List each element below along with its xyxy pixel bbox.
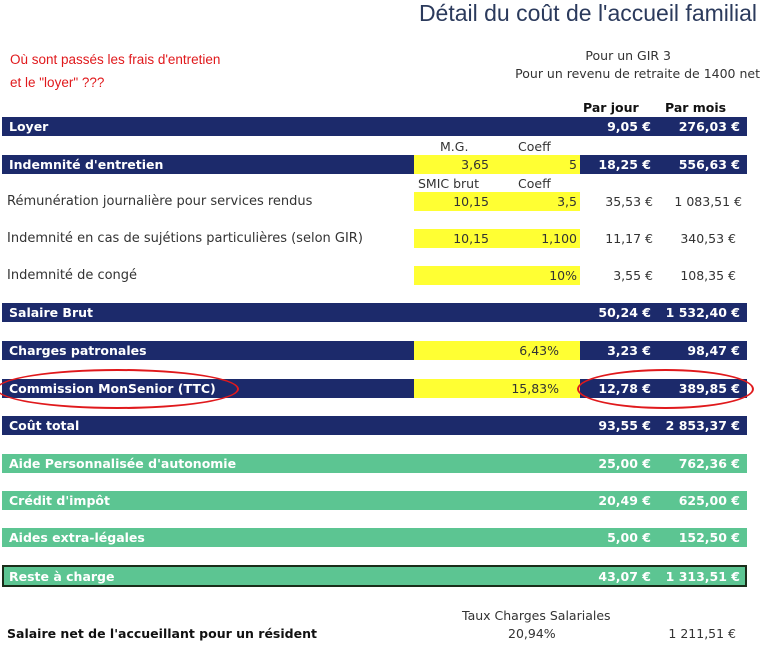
- rate-value: 6,43%: [519, 343, 559, 358]
- yellow-input-remuneration: [414, 192, 580, 211]
- value-per-day: 3,55 €: [613, 268, 653, 283]
- yellow-input-charges: [414, 341, 580, 360]
- value-per-day: 3,23 €: [607, 343, 651, 358]
- row-label: Loyer: [9, 119, 49, 134]
- coeff-value: 1,100: [541, 231, 577, 246]
- annotation-ellipse-commission-label: [0, 369, 239, 409]
- mg-label: M.G.: [440, 139, 469, 154]
- yellow-input-conge: [414, 266, 580, 285]
- page-title: Détail du coût de l'accueil familial: [418, 0, 757, 26]
- subtitle-gir: Pour un GIR 3: [585, 48, 671, 63]
- row-label-sujetions: Indemnité en cas de sujétions particuliè…: [7, 231, 363, 246]
- yellow-input-entretien: [414, 155, 580, 174]
- rate-value: 15,83%: [511, 381, 559, 396]
- header-per-day: Par jour: [583, 100, 639, 115]
- row-charges-patronales: Charges patronales 3,23 € 98,47 €: [2, 341, 747, 360]
- value-per-day: 25,00 €: [598, 456, 651, 471]
- annotation-line-1: Où sont passés les frais d'entretien: [10, 52, 221, 67]
- value-per-day: 18,25 €: [598, 157, 651, 172]
- smic-value: 10,15: [453, 194, 489, 209]
- value-per-month: 98,47 €: [687, 343, 740, 358]
- coeff-label: Coeff: [518, 139, 551, 154]
- row-apa: Aide Personnalisée d'autonomie 25,00 € 7…: [2, 454, 747, 473]
- value-per-day: 93,55 €: [598, 418, 651, 433]
- coeff-value: 5: [569, 157, 577, 172]
- taux-label: Taux Charges Salariales: [462, 608, 611, 623]
- row-label: Crédit d'impôt: [9, 493, 110, 508]
- row-label: Salaire Brut: [9, 305, 94, 320]
- value-per-month: 1 313,51 €: [665, 569, 740, 584]
- smic-value: 10,15: [453, 231, 489, 246]
- row-credit-impot: Crédit d'impôt 20,49 € 625,00 €: [2, 491, 747, 510]
- yellow-input-sujetions: [414, 229, 580, 248]
- value-per-month: 152,50 €: [678, 530, 740, 545]
- coeff-label-2: Coeff: [518, 176, 551, 191]
- value-per-day: 11,17 €: [605, 231, 653, 246]
- row-label-conge: Indemnité de congé: [7, 268, 138, 283]
- row-label: Aide Personnalisée d'autonomie: [9, 456, 237, 471]
- value-per-month: 762,36 €: [678, 456, 740, 471]
- value-per-day: 50,24 €: [598, 305, 651, 320]
- mg-value: 3,65: [461, 157, 489, 172]
- yellow-input-commission: [414, 379, 580, 398]
- value-per-month: 340,53 €: [680, 231, 736, 246]
- value-per-day: 20,49 €: [598, 493, 651, 508]
- row-label: Reste à charge: [9, 569, 115, 584]
- row-entretien: Indemnité d'entretien 18,25 € 556,63 €: [2, 155, 747, 174]
- value-per-month: 556,63 €: [678, 157, 740, 172]
- row-label: Coût total: [9, 418, 80, 433]
- annotation-ellipse-commission-values: [577, 369, 754, 409]
- value-per-month: 108,35 €: [680, 268, 736, 283]
- value-per-month: 276,03 €: [678, 119, 740, 134]
- salaire-net-label: Salaire net de l'accueillant pour un rés…: [7, 626, 317, 641]
- smic-label: SMIC brut: [418, 176, 480, 191]
- annotation-line-2: et le "loyer" ???: [10, 75, 105, 90]
- row-label: Indemnité d'entretien: [9, 157, 164, 172]
- row-label-remuneration: Rémunération journalière pour services r…: [7, 194, 313, 209]
- header-per-month: Par mois: [665, 100, 727, 115]
- value-per-day: 35,53 €: [605, 194, 653, 209]
- value-per-day: 5,00 €: [607, 530, 651, 545]
- row-salaire-brut: Salaire Brut 50,24 € 1 532,40 €: [2, 303, 747, 322]
- value-per-month: 625,00 €: [678, 493, 740, 508]
- row-label: Charges patronales: [9, 343, 147, 358]
- row-aides-extra-legales: Aides extra-légales 5,00 € 152,50 €: [2, 528, 747, 547]
- row-reste-a-charge: Reste à charge 43,07 € 1 313,51 €: [2, 565, 747, 587]
- salaire-net-value: 1 211,51 €: [668, 626, 736, 641]
- row-cout-total: Coût total 93,55 € 2 853,37 €: [2, 416, 747, 435]
- value-per-month: 1 083,51 €: [674, 194, 742, 209]
- row-label: Aides extra-légales: [9, 530, 145, 545]
- subtitle-revenu: Pour un revenu de retraite de 1400 net: [515, 66, 760, 81]
- taux-value: 20,94%: [508, 626, 556, 641]
- value-per-day: 9,05 €: [607, 119, 651, 134]
- value-per-day: 43,07 €: [598, 569, 651, 584]
- value-per-month: 1 532,40 €: [665, 305, 740, 320]
- rate-value: 10%: [549, 268, 577, 283]
- row-loyer: Loyer 9,05 € 276,03 €: [2, 117, 747, 136]
- value-per-month: 2 853,37 €: [665, 418, 740, 433]
- coeff-value: 3,5: [557, 194, 577, 209]
